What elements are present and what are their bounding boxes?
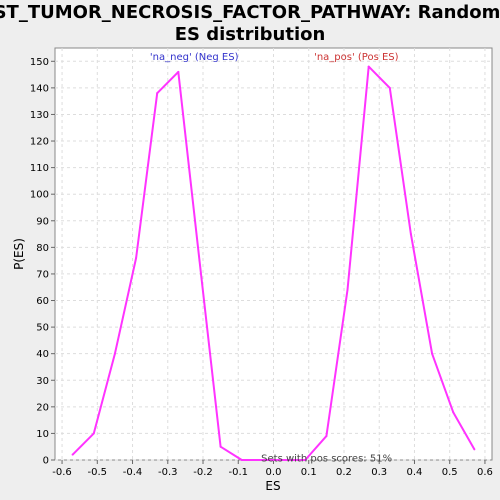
- x-tick-label: 0.4: [407, 467, 423, 478]
- series-point: [241, 459, 243, 461]
- x-tick-label: -0.4: [123, 467, 143, 478]
- y-tick-label: 80: [36, 243, 49, 254]
- chart-annotation: 'na_neg' (Neg ES): [150, 52, 239, 63]
- y-tick-label: 50: [36, 323, 49, 334]
- y-tick-label: 40: [36, 349, 49, 360]
- series-point: [135, 257, 137, 259]
- y-tick-label: 30: [36, 376, 49, 387]
- x-tick-label: -0.6: [52, 467, 72, 478]
- series-point: [431, 353, 433, 355]
- series-point: [347, 289, 349, 291]
- series-point: [114, 353, 116, 355]
- series-point: [410, 233, 412, 235]
- x-tick-label: 0.6: [477, 467, 493, 478]
- y-axis-label: P(ES): [12, 238, 26, 270]
- x-axis-label: ES: [265, 479, 280, 493]
- y-tick-label: 0: [43, 456, 49, 467]
- x-tick-label: 0.5: [442, 467, 458, 478]
- series-point: [198, 260, 200, 262]
- series-point: [325, 435, 327, 437]
- x-tick-label: 0.1: [301, 467, 317, 478]
- series-point: [72, 454, 74, 456]
- y-tick-label: 70: [36, 269, 49, 280]
- x-tick-label: -0.3: [158, 467, 178, 478]
- x-tick-label: 0.2: [336, 467, 352, 478]
- chart-annotation: Sets with pos scores: 51%: [261, 453, 392, 464]
- y-tick-label: 120: [30, 137, 49, 148]
- y-tick-label: 10: [36, 429, 49, 440]
- x-tick-label: 0.3: [371, 467, 387, 478]
- x-tick-label: 0.0: [266, 467, 282, 478]
- series-point: [473, 448, 475, 450]
- y-tick-label: 150: [30, 57, 49, 68]
- y-tick-label: 60: [36, 296, 49, 307]
- series-point: [452, 411, 454, 413]
- y-tick-label: 140: [30, 83, 49, 94]
- y-tick-label: 90: [36, 216, 49, 227]
- x-tick-label: -0.2: [193, 467, 213, 478]
- series-point: [177, 71, 179, 73]
- y-tick-label: 110: [30, 163, 49, 174]
- series-point: [93, 432, 95, 434]
- y-tick-label: 20: [36, 402, 49, 413]
- y-tick-label: 130: [30, 110, 49, 121]
- series-point: [220, 446, 222, 448]
- y-tick-label: 100: [30, 190, 49, 201]
- chart-title-line-1: ST_TUMOR_NECROSIS_FACTOR_PATHWAY: Random: [0, 2, 500, 23]
- chart-title-line-2: ES distribution: [175, 24, 326, 45]
- chart-annotation: 'na_pos' (Pos ES): [314, 52, 399, 63]
- series-point: [156, 92, 158, 94]
- x-tick-label: -0.5: [88, 467, 108, 478]
- x-tick-label: -0.1: [229, 467, 249, 478]
- series-point: [389, 87, 391, 89]
- series-point: [368, 66, 370, 68]
